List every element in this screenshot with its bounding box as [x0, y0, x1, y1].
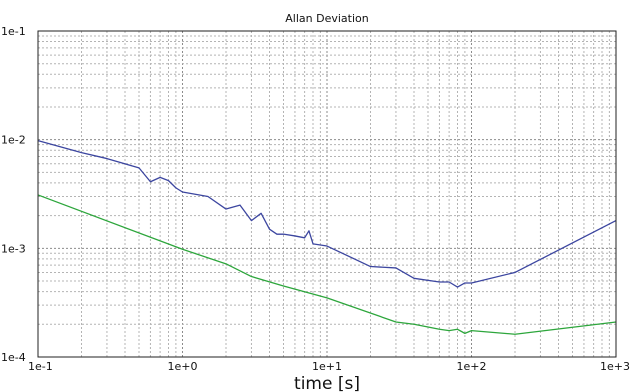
y-tick-label: 1e-3: [1, 242, 26, 255]
grid-lines: [38, 31, 616, 357]
x-axis-label: time [s]: [294, 374, 360, 392]
y-tick-label: 1e-1: [1, 25, 26, 38]
x-tick-label: 1e+2: [457, 360, 487, 373]
x-tick-label: 1e+3: [600, 360, 630, 373]
series-layer: [37, 139, 617, 335]
x-tick-label: 1e+1: [312, 360, 342, 373]
chart-title: Allan Deviation: [285, 12, 368, 25]
tick-labels: 1e-1 1e+0 1e+1 1e+2 1e+3 1e-4 1e-3 1e-2 1e-1: [1, 25, 630, 373]
x-tick-label: 1e+0: [168, 360, 198, 373]
y-tick-label: 1e-4: [1, 351, 26, 364]
series-line-1: [37, 139, 617, 288]
x-tick-label: 1e-1: [28, 360, 53, 373]
plot-frame: [37, 30, 617, 358]
series-line-2: [37, 194, 617, 335]
y-tick-label: 1e-2: [1, 134, 26, 147]
